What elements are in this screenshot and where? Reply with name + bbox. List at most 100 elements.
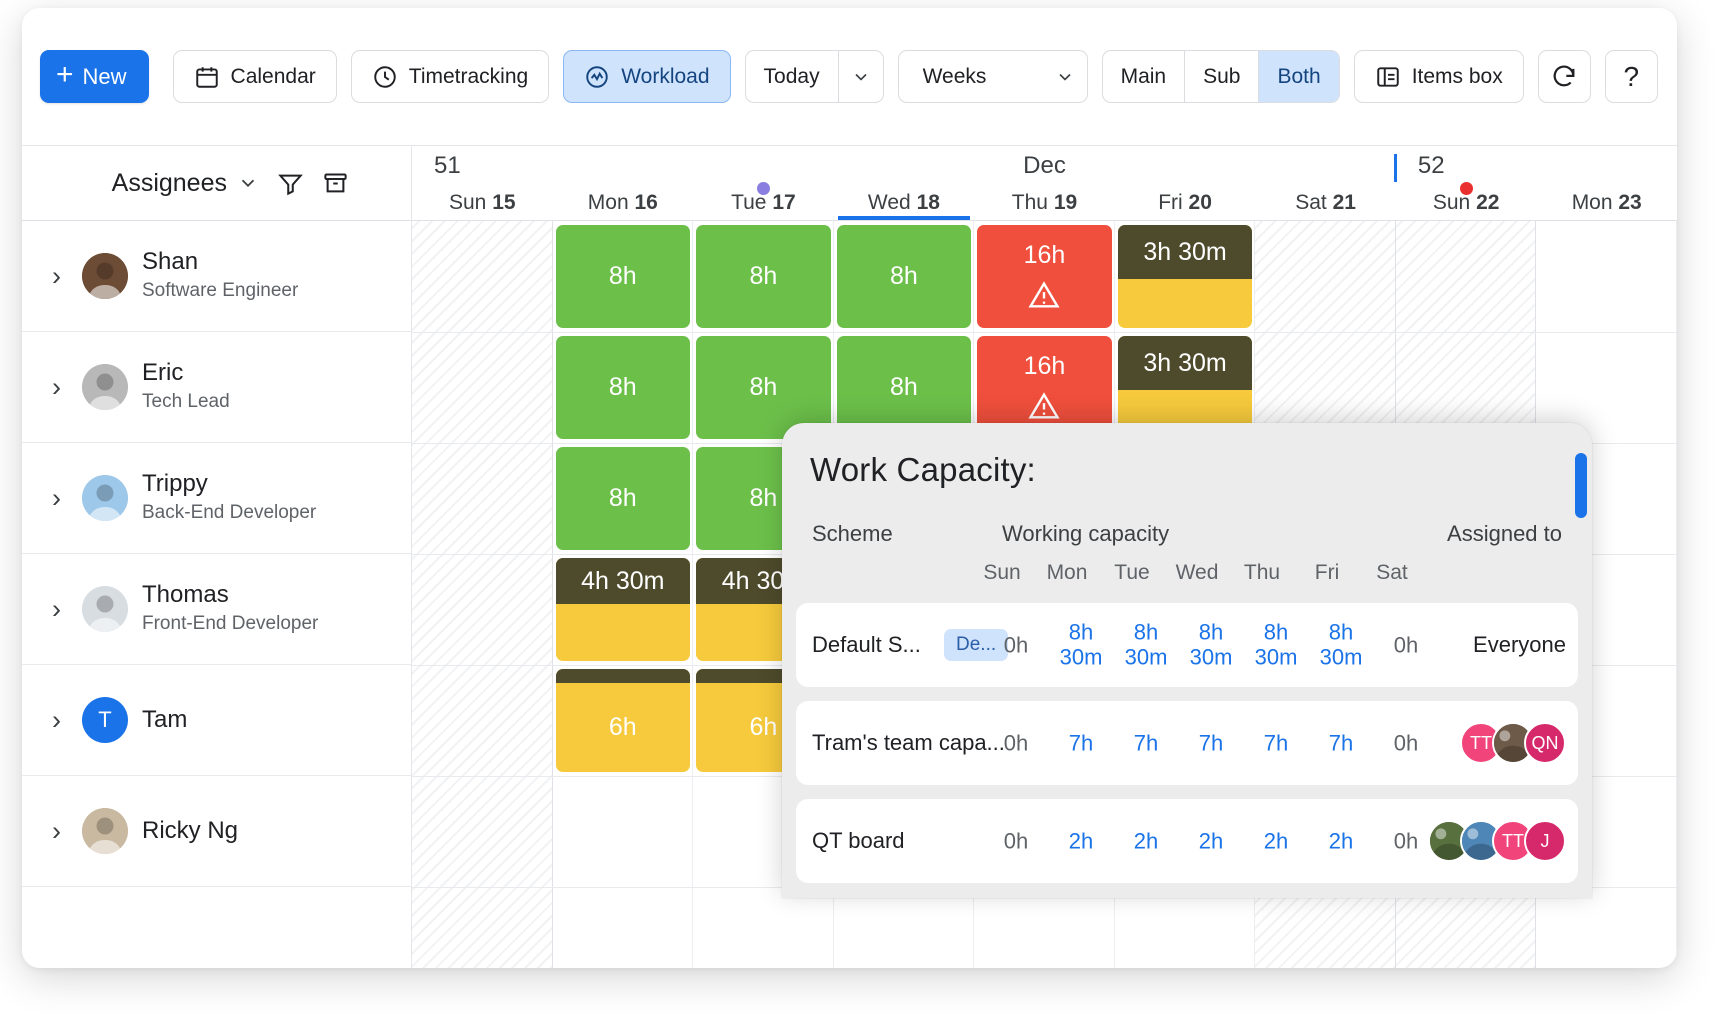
capacity-value: 2h	[1068, 828, 1094, 854]
today-button[interactable]: Today	[763, 64, 820, 88]
capacity-day-header: Thu	[1243, 561, 1281, 584]
workload-cell-label: 8h	[749, 484, 778, 512]
day-marker-dot	[1460, 182, 1474, 195]
avatar: T	[82, 697, 128, 743]
scope-both-button[interactable]: Both	[1258, 51, 1339, 102]
workload-cell[interactable]: 8h	[836, 336, 972, 439]
assignee-info: Thomas Front-End Developer	[142, 581, 318, 636]
workload-cell[interactable]: 3h 30m	[1117, 336, 1253, 439]
assignee-name: Shan	[142, 248, 199, 276]
expand-row-chevron-icon[interactable]: ›	[52, 704, 61, 735]
expand-row-chevron-icon[interactable]: ›	[52, 371, 61, 402]
timetracking-view-button[interactable]: Timetracking	[350, 50, 550, 103]
assignee-name: Trippy	[142, 470, 208, 498]
scope-sub-button[interactable]: Sub	[1184, 51, 1258, 102]
workload-cell-label: 3h 30m	[1117, 336, 1253, 390]
day-header[interactable]: Sun 22	[1432, 191, 1500, 214]
workload-icon	[584, 64, 610, 90]
capacity-scheme-row[interactable]: Tram's team capa... 0h 7h 7h 7h 7h 7h 0h TT QN	[796, 701, 1578, 785]
overload-warning-icon	[1027, 389, 1061, 423]
workload-cell[interactable]: 8h	[555, 447, 691, 550]
archive-icon[interactable]	[322, 170, 349, 197]
workload-view-button[interactable]: Workload	[563, 50, 731, 103]
items-box-button[interactable]: Items box	[1353, 50, 1524, 103]
assignee-row[interactable]: › Thomas Front-End Developer	[22, 554, 411, 665]
day-header[interactable]: Sat 21	[1295, 191, 1356, 214]
workload-cell[interactable]: 3h 30m	[1117, 225, 1253, 328]
refresh-icon	[1553, 65, 1575, 86]
workload-cell[interactable]: 8h	[555, 336, 691, 439]
capacity-scheme-row[interactable]: Default S... De... 0h 8h 30m 8h 30m 8h 30m 8h 30m 8…	[796, 603, 1578, 687]
work-capacity-title: Work Capacity:	[810, 451, 1036, 488]
assignees-column-header: Assignees	[22, 146, 411, 221]
panel-scrollbar[interactable]	[1575, 453, 1587, 518]
day-header[interactable]: Sun 15	[448, 191, 516, 214]
workload-cell[interactable]: 4h 30m	[555, 558, 691, 661]
day-column	[553, 221, 694, 968]
expand-row-chevron-icon[interactable]: ›	[52, 260, 61, 291]
capacity-value: 0h	[1003, 828, 1029, 854]
range-select-value[interactable]: Weeks	[922, 64, 987, 88]
assignee-row[interactable]: › Trippy Back-End Developer	[22, 443, 411, 554]
workload-cell[interactable]: 8h	[696, 336, 831, 439]
day-header[interactable]: Fri 20	[1158, 191, 1212, 214]
chevron-down-icon	[241, 179, 255, 188]
new-button[interactable]: + New	[40, 50, 149, 103]
capacity-value: 8h 30m	[1254, 619, 1298, 670]
capacity-value: 2h	[1133, 828, 1159, 854]
range-select[interactable]: Weeks	[897, 50, 1088, 103]
chevron-down-icon	[854, 73, 867, 81]
week-number-right: 52	[1417, 152, 1445, 179]
assignee-row[interactable]: › Ricky Ng	[22, 776, 411, 887]
day-header[interactable]: Wed 18	[867, 191, 940, 214]
workload-cell[interactable]: 16h	[977, 336, 1112, 439]
help-icon: ?	[1623, 60, 1640, 92]
expand-row-chevron-icon[interactable]: ›	[52, 482, 61, 513]
scheme-chip[interactable]: De...	[944, 629, 1009, 661]
range-select-caret[interactable]	[1043, 51, 1087, 102]
group-by-label: Assignees	[111, 168, 227, 197]
scheme-name: QT board	[812, 828, 905, 853]
avatar: J	[1524, 820, 1566, 862]
workload-cell[interactable]: 8h	[696, 225, 831, 328]
calendar-view-button[interactable]: Calendar	[172, 50, 337, 103]
workload-cell[interactable]: 16h	[977, 225, 1112, 328]
capacity-day-header: Sat	[1376, 561, 1408, 584]
assignees-list: › Shan Software Engineer › Eric	[22, 221, 411, 887]
expand-row-chevron-icon[interactable]: ›	[52, 593, 61, 624]
day-header[interactable]: Thu 19	[1011, 191, 1078, 214]
day-header[interactable]: Mon 16	[587, 191, 658, 214]
assignee-row[interactable]: › T Tam	[22, 665, 411, 776]
today-dropdown-button[interactable]	[837, 51, 883, 102]
assignee-info: Ricky Ng	[142, 817, 238, 845]
expand-row-chevron-icon[interactable]: ›	[52, 815, 61, 846]
assignee-row[interactable]: › Shan Software Engineer	[22, 221, 411, 332]
assignee-info: Eric Tech Lead	[142, 359, 230, 414]
column-header-assigned-to: Assigned to	[1447, 521, 1562, 546]
workload-cell[interactable]: 6h	[555, 669, 691, 772]
day-header[interactable]: Tue 17	[731, 191, 796, 214]
workload-cell-label: 8h	[890, 262, 918, 290]
day-header[interactable]: Mon 23	[1571, 191, 1642, 214]
assignee-role: Tech Lead	[142, 390, 230, 412]
assignee-info: Shan Software Engineer	[142, 248, 298, 303]
workload-cell[interactable]: 8h	[555, 225, 691, 328]
capacity-value: 8h 30m	[1124, 619, 1168, 670]
group-by-selector[interactable]: Assignees	[112, 169, 259, 198]
assignee-row[interactable]: › Eric Tech Lead	[22, 332, 411, 443]
assigned-to-label: Everyone	[1473, 632, 1566, 657]
capacity-scheme-row[interactable]: QT board 0h 2h 2h 2h 2h 2h 0h TT J	[796, 799, 1578, 883]
capacity-value: 2h	[1198, 828, 1224, 854]
capacity-value: 0h	[1003, 730, 1029, 756]
refresh-button[interactable]	[1537, 50, 1591, 103]
day-marker-dot	[757, 182, 771, 195]
scope-main-button[interactable]: Main	[1120, 64, 1167, 88]
workload-cell-label: 6h	[749, 713, 778, 741]
avatar: QN	[1524, 722, 1566, 764]
help-button[interactable]: ?	[1604, 50, 1658, 103]
assignee-name: Ricky Ng	[142, 817, 239, 845]
workload-cell[interactable]: 8h	[836, 225, 972, 328]
filter-icon[interactable]	[277, 170, 304, 197]
capacity-value: 0h	[1393, 828, 1419, 854]
